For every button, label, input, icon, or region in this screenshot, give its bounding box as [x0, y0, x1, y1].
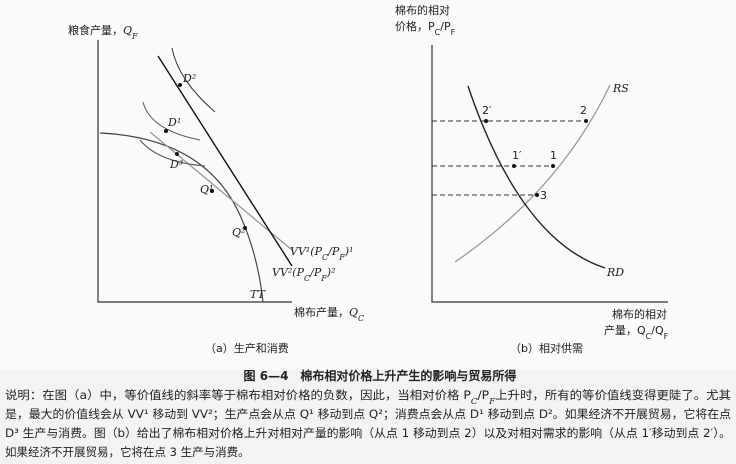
- curve-label: VV¹(PC/PF)¹: [290, 245, 354, 262]
- curve-label: RD: [606, 266, 624, 279]
- point: [210, 189, 214, 193]
- curve-label: TT: [250, 288, 267, 301]
- description-line: D³ 生产与消费。图（b）给出了棉布相对价格上升对相对产量的影响（从点 1 移动…: [5, 426, 731, 440]
- curve-label: VV²(PC/PF)²: [272, 266, 336, 283]
- point-label: 3: [540, 189, 547, 202]
- x-axis-label: 产量，QC/QF: [604, 323, 669, 341]
- vv1-line: [149, 131, 293, 251]
- rd-curve: [467, 85, 606, 269]
- point: [164, 129, 168, 133]
- x-axis-label: 棉布产量，QC: [294, 305, 364, 323]
- x-axis-label: 棉布的相对: [612, 307, 667, 321]
- axes: [97, 40, 292, 303]
- point: [551, 164, 555, 168]
- axes: [431, 45, 668, 303]
- point: [484, 119, 488, 123]
- y-axis-label: 价格，PC/PF: [395, 19, 456, 37]
- point: [178, 83, 182, 87]
- point: [584, 119, 588, 123]
- indifference-curve: [139, 139, 206, 167]
- indifference-curve: [142, 101, 201, 141]
- panel-a: 粮食产量，QF 棉布产量，QC D² D¹ D³ Q¹ Q² VV¹(PC/PF…: [68, 23, 364, 355]
- caption: （a）生产和消费: [205, 341, 289, 355]
- tt-curve: [99, 132, 264, 303]
- point-label: 2: [580, 104, 587, 117]
- point-label: D³: [169, 158, 183, 171]
- figure-area: [0, 0, 736, 370]
- description-line: 是，最大的价值线会从 VV¹ 移动到 VV²；生产点会从点 Q¹ 移动到点 Q²…: [5, 407, 731, 421]
- point-label: 1′: [512, 149, 522, 162]
- point-label: 1: [550, 149, 557, 162]
- curve-label: RS: [612, 82, 629, 95]
- panel-b: 棉布的相对 价格，PC/PF 棉布的相对 产量，QC/QF RS RD 2′ 2…: [395, 3, 669, 355]
- caption: （b）相对供需: [510, 341, 583, 355]
- point-label: 2′: [482, 104, 492, 117]
- point: [535, 193, 539, 197]
- rs-curve: [454, 84, 611, 263]
- point-label: D²: [182, 72, 196, 85]
- figure-title: 图 6—4 棉布相对价格上升产生的影响与贸易所得: [244, 368, 517, 383]
- point-label: Q²: [232, 226, 245, 239]
- point-label: D¹: [167, 116, 181, 129]
- point-label: Q¹: [200, 183, 213, 196]
- y-axis-label: 棉布的相对: [395, 3, 450, 17]
- point: [512, 164, 516, 168]
- indifference-curve: [171, 47, 216, 113]
- vv2-line: [157, 55, 293, 267]
- y-axis-label: 粮食产量，QF: [68, 23, 138, 41]
- point: [175, 152, 179, 156]
- description-line: 如果经济不开展贸易，它将在点 3 生产与消费。: [5, 445, 250, 459]
- guides: [432, 120, 586, 196]
- point: [243, 226, 247, 230]
